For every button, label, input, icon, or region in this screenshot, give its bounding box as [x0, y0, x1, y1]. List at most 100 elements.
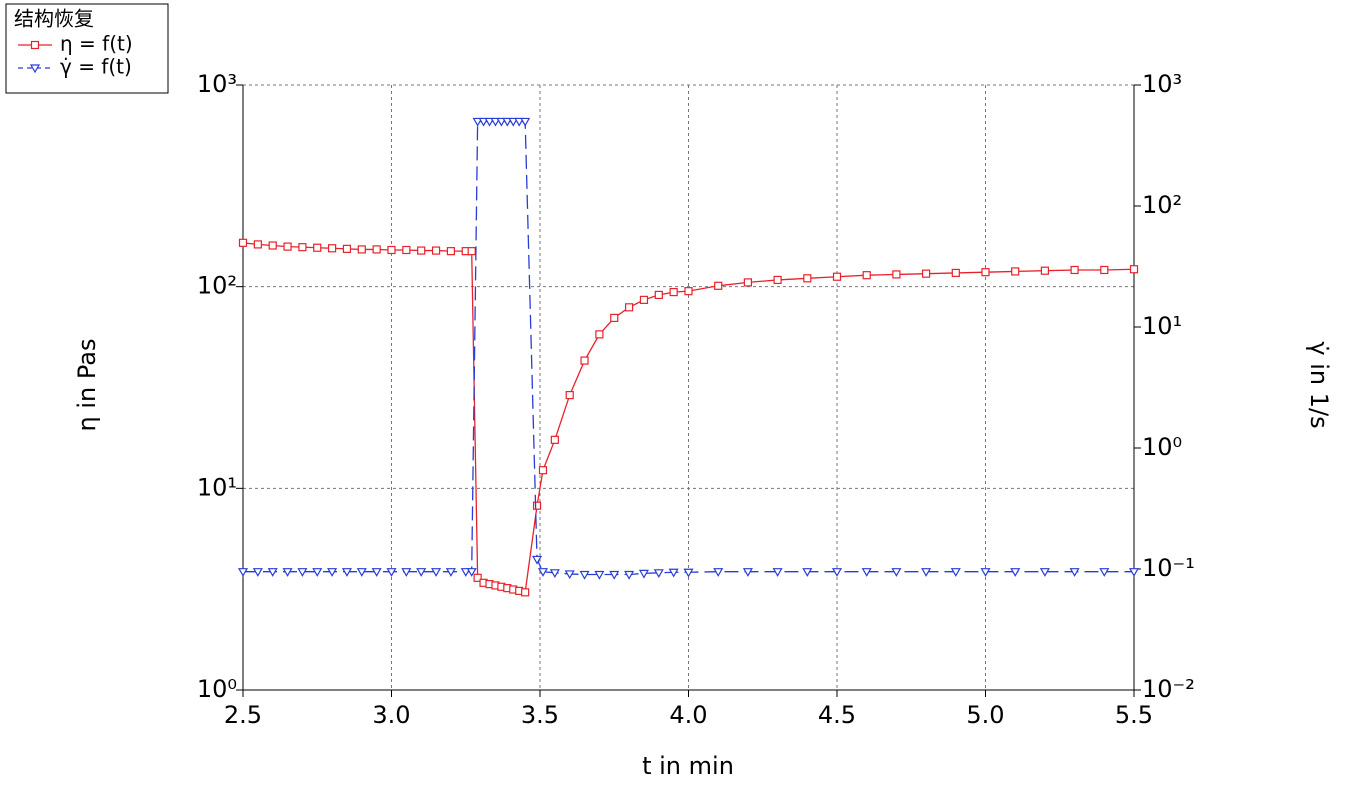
data-point	[431, 568, 442, 577]
data-point	[580, 356, 589, 365]
data-point	[1011, 267, 1020, 276]
data-point	[892, 270, 901, 279]
data-point	[466, 568, 477, 577]
data-point	[595, 330, 604, 339]
data-point	[313, 243, 322, 252]
data-point	[950, 568, 961, 577]
data-point	[624, 303, 634, 312]
data-point	[445, 568, 456, 577]
data-point	[537, 568, 549, 577]
data-point	[1070, 265, 1079, 275]
legend-label: γ̇ = f(t)	[60, 55, 132, 79]
data-point	[638, 569, 649, 579]
data-point	[742, 568, 753, 577]
x-tick-label: 3.5	[521, 701, 559, 729]
data-point	[267, 568, 278, 577]
data-point	[298, 243, 307, 252]
data-point	[253, 240, 262, 249]
data-point	[417, 246, 426, 255]
y-tick-label: 10³	[197, 70, 237, 98]
data-point	[473, 573, 482, 582]
data-point	[1040, 266, 1050, 275]
data-point	[401, 568, 412, 577]
data-point	[371, 568, 382, 577]
legend-title: 结构恢复	[14, 7, 94, 31]
data-point	[831, 568, 843, 577]
data-point	[328, 244, 337, 253]
data-point	[549, 569, 560, 579]
data-point	[238, 238, 248, 247]
data-point	[446, 247, 455, 256]
legend-label: η = f(t)	[60, 32, 133, 56]
data-point	[714, 281, 723, 290]
data-point	[610, 313, 619, 323]
legend-marker	[30, 40, 40, 50]
x-tick-label: 4.5	[818, 701, 856, 729]
data-point	[654, 290, 663, 300]
data-point	[773, 275, 782, 285]
data-point	[579, 570, 590, 580]
data-point	[521, 588, 530, 597]
data-point	[624, 570, 635, 580]
data-point	[386, 568, 397, 577]
y2-axis-label: γ̇ in 1/s	[1305, 341, 1333, 428]
data-point	[951, 268, 960, 278]
data-point	[357, 245, 366, 254]
data-point	[402, 245, 411, 255]
data-point	[921, 269, 931, 278]
data-point	[1100, 265, 1109, 275]
y2-tick-label: 10⁻²	[1142, 675, 1195, 703]
data-point	[609, 570, 620, 580]
data-point	[514, 117, 525, 127]
data-point	[312, 568, 323, 577]
data-point	[550, 435, 559, 444]
y2-tick-label: 10¹	[1142, 312, 1182, 340]
data-point	[478, 117, 489, 127]
data-point	[861, 568, 872, 577]
data-point	[1099, 568, 1110, 577]
y-tick-label: 10¹	[197, 473, 237, 501]
data-point	[683, 568, 694, 578]
y2-tick-label: 10³	[1142, 70, 1182, 98]
x-tick-label: 5.0	[966, 701, 1004, 729]
data-point	[297, 568, 308, 577]
y-tick-label: 10²	[197, 272, 237, 300]
x-tick-label: 4.0	[669, 701, 707, 729]
data-point	[981, 268, 990, 277]
data-point	[921, 568, 932, 577]
data-point	[502, 117, 513, 127]
data-point	[1128, 568, 1140, 577]
data-point	[1069, 568, 1080, 577]
data-point	[639, 295, 649, 304]
data-point	[538, 466, 548, 475]
data-point	[356, 568, 367, 577]
data-point	[416, 568, 427, 577]
data-point	[237, 568, 249, 577]
data-point	[565, 390, 574, 400]
data-point	[387, 245, 396, 255]
data-point	[1010, 568, 1021, 577]
data-point	[891, 568, 902, 577]
y2-tick-label: 10⁰	[1142, 433, 1182, 461]
data-point	[372, 245, 381, 254]
data-point	[669, 287, 678, 297]
data-point	[431, 246, 441, 255]
data-point	[564, 570, 575, 580]
data-point	[532, 501, 542, 510]
data-point	[283, 242, 292, 251]
data-point	[803, 274, 812, 283]
data-point	[531, 555, 543, 565]
x-tick-label: 3.0	[372, 701, 410, 729]
data-point	[472, 117, 483, 127]
data-point	[684, 287, 693, 296]
data-point	[802, 568, 813, 577]
data-point	[490, 117, 501, 127]
data-point	[282, 568, 293, 577]
data-point	[327, 568, 338, 577]
data-point	[1129, 265, 1139, 274]
data-point	[668, 568, 679, 578]
x-tick-label: 5.5	[1115, 701, 1153, 729]
data-point	[713, 568, 724, 577]
data-point	[467, 247, 476, 256]
y2-tick-label: 10⁻¹	[1142, 554, 1195, 582]
